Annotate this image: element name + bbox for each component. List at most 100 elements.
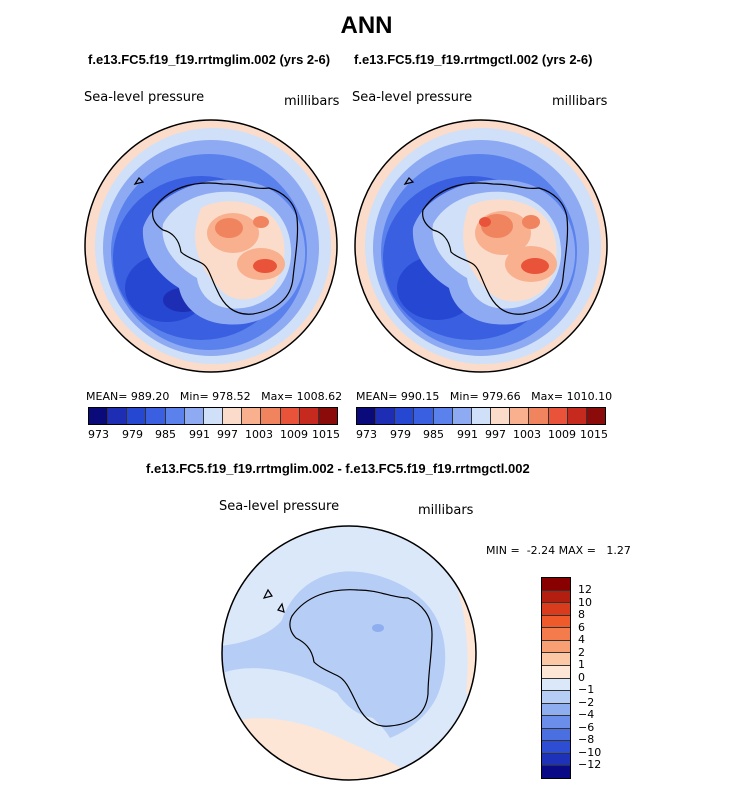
colorbar-swatch [165, 408, 185, 424]
map-border [354, 119, 608, 373]
mean-label: MEAN= [86, 390, 128, 403]
colorbar-swatch [510, 408, 530, 424]
colorbar-swatch [542, 691, 570, 704]
high-pressure-core [253, 216, 269, 228]
colorbar-tick: 991 [189, 428, 210, 441]
colorbar-tick: 6 [578, 621, 585, 634]
colorbar-swatch [542, 628, 570, 641]
colorbar-tick: 997 [217, 428, 238, 441]
colorbar-swatch [542, 741, 570, 754]
min-label: MIN = [486, 544, 520, 557]
colorbar-swatch [491, 408, 511, 424]
colorbar-swatch [542, 590, 570, 604]
colorbar-tick: −10 [578, 746, 602, 759]
min-label: Min= [449, 390, 479, 403]
test-colorbar [356, 407, 606, 425]
difference-variable-label: Sea-level pressure [219, 499, 340, 514]
colorbar-tick: 1003 [245, 428, 273, 441]
colorbar-swatch [542, 766, 570, 778]
map-border [221, 525, 477, 781]
colorbar-tick: −2 [578, 696, 595, 709]
colorbar-tick: 8 [578, 608, 585, 621]
test-case-title: f.e13.FC5.f19_f19.rrtmgctl.002 (yrs 2-6) [354, 52, 593, 67]
colorbar-tick: −4 [578, 708, 595, 721]
colorbar-tick: 973 [356, 428, 377, 441]
colorbar-swatch [299, 408, 319, 424]
high-pressure-core [479, 217, 491, 227]
colorbar-swatch [542, 665, 570, 679]
max-value: 1008.62 [296, 390, 343, 403]
colorbar-tick: 0 [578, 671, 585, 684]
colorbar-tick: 973 [88, 428, 109, 441]
test-variable-label: Sea-level pressure [352, 90, 473, 105]
colorbar-swatch [376, 408, 396, 424]
colorbar-tick: 12 [578, 583, 592, 596]
control-units-label: millibars [284, 94, 340, 109]
test-stats: MEAN= 990.15 Min= 979.66 Max= 1010.10 [356, 390, 612, 403]
min-value: 978.52 [212, 390, 251, 403]
colorbar-swatch [127, 408, 147, 424]
colorbar-swatch [108, 408, 128, 424]
colorbar-swatch [542, 653, 570, 666]
negative-anomaly [340, 640, 371, 665]
max-value: 1.27 [606, 544, 631, 557]
colorbar-swatch [395, 408, 415, 424]
colorbar-swatch [542, 703, 570, 717]
min-value: 979.66 [482, 390, 521, 403]
antarctica-coastline [403, 177, 569, 315]
difference-title: f.e13.FC5.f19_f19.rrtmglim.002 - f.e13.F… [146, 461, 530, 476]
colorbar-tick: 1009 [548, 428, 576, 441]
difference-colorbar [541, 577, 571, 779]
mean-value: 990.15 [400, 390, 440, 403]
colorbar-tick: 1 [578, 658, 585, 671]
difference-colorbar-ticks: 12 10 8 6 4 2 1 0 −1 −2 −4 −6 −8 −10 −12 [578, 577, 618, 777]
colorbar-tick: 997 [485, 428, 506, 441]
control-stats: MEAN= 989.20 Min= 978.52 Max= 1008.62 [86, 390, 342, 403]
colorbar-tick: 979 [122, 428, 143, 441]
mean-label: MEAN= [356, 390, 398, 403]
colorbar-swatch [542, 603, 570, 616]
colorbar-tick: −8 [578, 733, 595, 746]
colorbar-swatch [318, 408, 338, 424]
high-pressure-core [253, 259, 277, 273]
colorbar-swatch [146, 408, 166, 424]
difference-units-label: millibars [418, 503, 474, 518]
colorbar-swatch [542, 716, 570, 729]
colorbar-tick: −1 [578, 683, 595, 696]
colorbar-swatch [542, 728, 570, 742]
colorbar-tick: 985 [155, 428, 176, 441]
min-label: Min= [179, 390, 209, 403]
colorbar-tick: 985 [423, 428, 444, 441]
colorbar-swatch [542, 678, 570, 692]
colorbar-tick: 10 [578, 596, 592, 609]
high-pressure-core [215, 218, 243, 238]
max-value: 1010.10 [566, 390, 613, 403]
colorbar-swatch [433, 408, 453, 424]
difference-stats: MIN = -2.24 MAX = 1.27 [486, 544, 631, 557]
colorbar-tick: 1003 [513, 428, 541, 441]
colorbar-tick: 2 [578, 646, 585, 659]
colorbar-swatch [567, 408, 587, 424]
min-value: -2.24 [526, 544, 556, 557]
colorbar-swatch [184, 408, 204, 424]
test-colorbar-ticks: 973 979 985 991 997 1003 1009 1015 [356, 428, 608, 442]
high-pressure-core [522, 215, 540, 229]
colorbar-swatch [242, 408, 262, 424]
control-colorbar-ticks: 973 979 985 991 997 1003 1009 1015 [88, 428, 340, 442]
colorbar-swatch [414, 408, 434, 424]
test-polar-map [354, 119, 608, 373]
colorbar-swatch [223, 408, 243, 424]
colorbar-swatch [529, 408, 549, 424]
colorbar-swatch [357, 408, 377, 424]
max-label: MAX = [558, 544, 596, 557]
colorbar-tick: −12 [578, 758, 602, 771]
negative-anomaly [313, 616, 427, 719]
colorbar-swatch [280, 408, 300, 424]
colorbar-swatch [542, 753, 570, 767]
colorbar-swatch [548, 408, 568, 424]
negative-anomaly-core [372, 624, 384, 632]
control-variable-label: Sea-level pressure [84, 90, 205, 105]
colorbar-tick: 979 [390, 428, 411, 441]
high-pressure-core [521, 258, 549, 274]
page-title: ANN [340, 12, 393, 39]
